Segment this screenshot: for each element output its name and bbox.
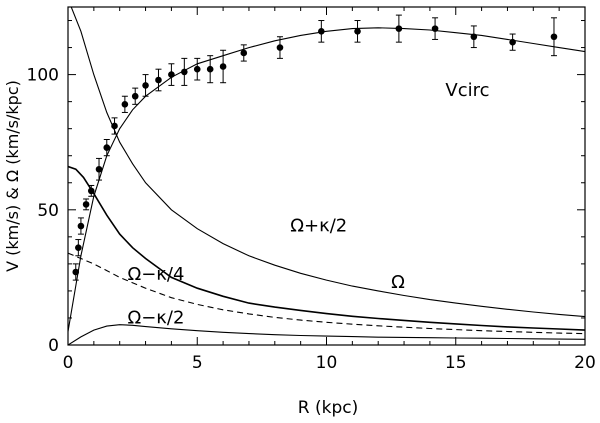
series-line--4 <box>68 252 585 335</box>
data-point <box>82 201 90 208</box>
curve-annotation: Ω+κ/2 <box>290 215 347 236</box>
series-line-vcirc <box>68 27 585 332</box>
data-point <box>121 101 129 108</box>
y-tick-label: 50 <box>37 201 59 221</box>
y-axis-label: V (km/s) & Ω (km/s/kpc) <box>3 80 22 272</box>
data-point <box>509 38 516 46</box>
curve-annotation: Ω <box>391 272 405 293</box>
x-tick-label: 0 <box>63 353 74 373</box>
data-point <box>168 71 175 78</box>
data-point <box>354 28 361 35</box>
data-point <box>193 65 201 73</box>
data-point <box>550 33 558 41</box>
data-point <box>155 76 162 84</box>
data-point <box>142 82 149 89</box>
data-point <box>87 187 95 195</box>
data-point <box>470 33 478 41</box>
data-point <box>395 25 403 32</box>
x-tick-label: 20 <box>574 353 596 373</box>
x-tick-label: 15 <box>445 353 467 373</box>
data-point <box>219 63 227 70</box>
data-point <box>206 65 214 73</box>
data-point <box>72 268 80 276</box>
data-point <box>181 68 188 76</box>
plot-frame <box>67 6 586 346</box>
data-point <box>240 49 248 57</box>
data-point <box>103 144 111 151</box>
x-axis-label: R (kpc) <box>298 398 358 418</box>
data-point <box>431 25 439 32</box>
curve-annotation: Ω−κ/2 <box>127 307 184 328</box>
series-line-- <box>68 165 585 331</box>
data-point <box>111 122 118 130</box>
y-tick-label: 100 <box>27 66 59 86</box>
data-point <box>276 44 284 51</box>
x-tick-label: 5 <box>192 353 203 373</box>
data-point <box>75 244 82 251</box>
curve-annotation: Vcirc <box>445 80 489 101</box>
series-line--2 <box>68 324 585 345</box>
data-point <box>77 222 85 230</box>
data-point <box>318 28 325 35</box>
x-tick-label: 10 <box>316 353 338 373</box>
curve-annotation: Ω−κ/4 <box>127 264 184 285</box>
y-tick-label: 0 <box>48 336 59 356</box>
data-point <box>95 165 103 173</box>
data-point <box>131 92 139 100</box>
series-line--2 <box>70 7 585 318</box>
